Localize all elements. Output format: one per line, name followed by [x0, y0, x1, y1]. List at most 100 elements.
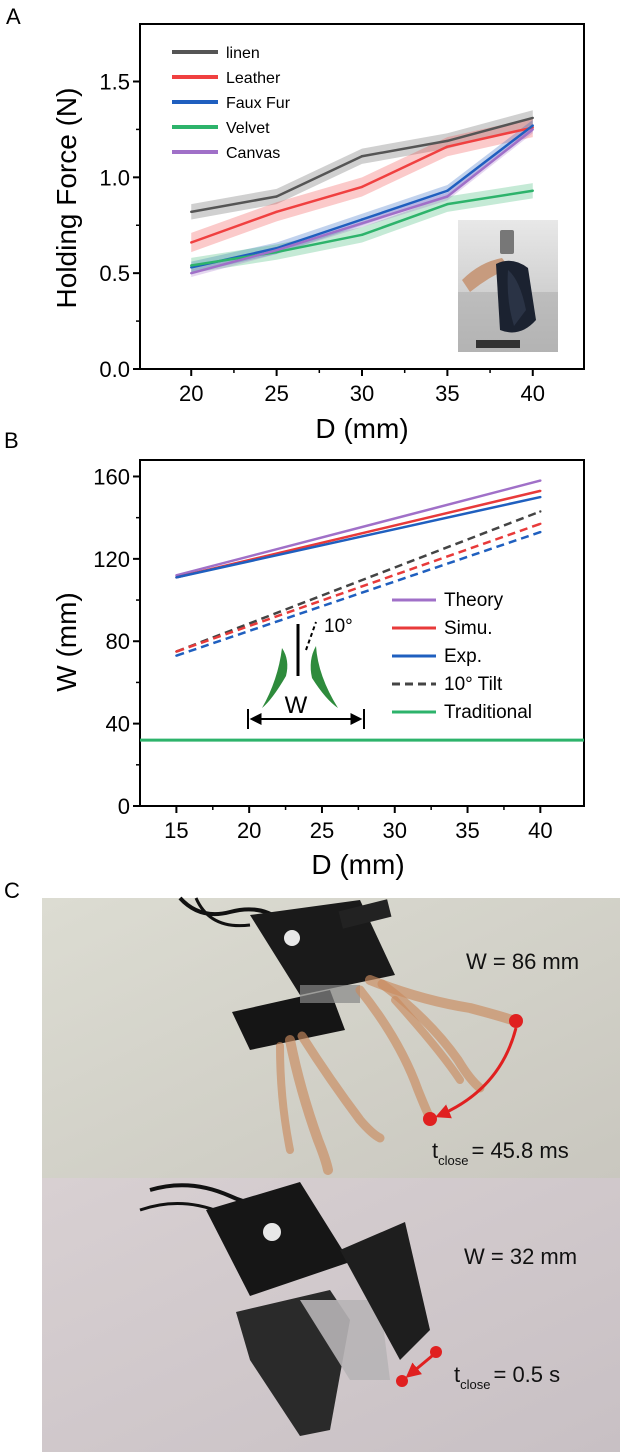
- chart-a: 20 25 30 35 40 0.0 0.5 1.0 1.5 D (mm) Holding Fo…: [51, 23, 585, 444]
- chart-a-ylabel: Holding Force (N): [51, 88, 82, 309]
- point-faux-fur-40: [531, 124, 534, 127]
- xtick-label-40: 40: [521, 381, 545, 406]
- point-exp-40: [539, 495, 542, 499]
- xtick-label-35: 35: [455, 818, 479, 843]
- point-theory-40: [539, 479, 542, 482]
- band-linen: [191, 110, 533, 220]
- photo-bottom: W = 32 mm tclose = 0.5 s: [42, 1178, 620, 1452]
- xtick-label-40: 40: [528, 818, 552, 843]
- point-velvet-30: [360, 233, 364, 237]
- point-faux-fur-20: [190, 266, 193, 269]
- finger-tip-closed-marker: [423, 1112, 437, 1126]
- closing-arc-arrow: [435, 1027, 518, 1119]
- xtick-label-20: 20: [237, 818, 261, 843]
- point-leather-35: [446, 145, 449, 148]
- chart-b-legend: Theory Simu. Exp. 10° Tilt Traditional: [392, 590, 532, 723]
- tilt-angle-label: 10°: [324, 616, 353, 637]
- chart-a-ticks: 20 25 30 35 40 0.0 0.5 1.0 1.5: [99, 70, 545, 407]
- point-linen-30: [360, 155, 364, 158]
- point-canvas-20: [190, 271, 193, 275]
- point-series-4-40: [539, 522, 542, 526]
- point-velvet-20: [190, 264, 193, 267]
- ytick-label-0.0: 0.0: [99, 357, 130, 382]
- chart-b-ylabel: W (mm): [51, 592, 82, 692]
- panel-letter-a: A: [6, 4, 21, 29]
- ytick-label-1.0: 1.0: [99, 165, 130, 190]
- chart-a-lines: [190, 116, 534, 275]
- point-leather-25: [275, 210, 278, 214]
- chart-a-legend: linen Leather Faux Fur Velvet Canvas: [172, 45, 291, 162]
- point-canvas-40: [531, 128, 534, 131]
- ytick-label-1.5: 1.5: [99, 70, 130, 95]
- legend-label-linen: linen: [226, 45, 260, 62]
- point-series-5-15: [175, 654, 178, 657]
- chart-b-ticks: 15 20 25 30 35 40 0 40 80 120 160: [93, 464, 552, 843]
- finger-tip-open-marker-2: [430, 1346, 442, 1358]
- legend-label-canvas: Canvas: [226, 145, 280, 162]
- legend-label-velvet: Velvet: [226, 120, 270, 137]
- point-series-4-15: [175, 650, 178, 653]
- point-linen-20: [190, 210, 193, 214]
- gripper-finger-left: [262, 648, 288, 708]
- chart-b: 15 20 25 30 35 40 0 40 80 120 160 D (mm) W (mm) Th…: [51, 459, 585, 880]
- point-canvas-30: [360, 222, 364, 225]
- chart-b-lines: [140, 479, 584, 742]
- xtick-label-30: 30: [350, 381, 374, 406]
- xtick-label-25: 25: [310, 818, 334, 843]
- point-leather-30: [360, 185, 364, 189]
- gripper-finger-right: [310, 646, 338, 708]
- chart-b-frame: [139, 459, 585, 807]
- legend-label-exp: Exp.: [444, 646, 482, 667]
- chart-a-inset-photo: [458, 220, 558, 352]
- photo-bottom-time-text: tclose = 0.5 s: [454, 1362, 560, 1392]
- point-series-5-40: [539, 530, 542, 534]
- point-velvet-35: [446, 202, 449, 206]
- photo-top-width-text: W = 86 mm: [466, 949, 579, 974]
- ytick-label-120: 120: [93, 547, 130, 572]
- xtick-label-20: 20: [179, 381, 203, 406]
- tilt-line: [305, 621, 317, 651]
- point-leather-20: [190, 241, 193, 244]
- closing-arrow-2: [405, 1354, 433, 1378]
- photo-top-time-text: tclose = 45.8 ms: [432, 1138, 569, 1168]
- point-faux-fur-35: [446, 189, 449, 192]
- xtick-label-15: 15: [164, 818, 188, 843]
- band-canvas: [191, 125, 533, 277]
- panel-letter-c: C: [4, 878, 20, 903]
- photo-bottom-width-text: W = 32 mm: [464, 1244, 577, 1269]
- xtick-label-35: 35: [435, 381, 459, 406]
- legend-label-leather: Leather: [226, 70, 281, 87]
- ytick-label-0: 0: [118, 794, 130, 819]
- point-canvas-25: [275, 248, 278, 252]
- point-theory-15: [175, 574, 178, 577]
- panel-letter-b: B: [4, 428, 19, 453]
- point-velvet-40: [531, 189, 534, 192]
- width-label: W: [285, 692, 308, 719]
- point-simu-40: [539, 489, 542, 493]
- chart-b-inset-schematic: 10° W: [247, 616, 365, 729]
- ytick-label-0.5: 0.5: [99, 261, 130, 286]
- legend-label-traditional: Traditional: [444, 702, 532, 723]
- legend-label-10-tilt: 10° Tilt: [444, 674, 503, 695]
- legend-label-theory: Theory: [444, 590, 504, 611]
- series-line-theory: [176, 479, 541, 577]
- point-10-tilt-40: [539, 510, 542, 513]
- chart-a-xlabel: D (mm): [315, 413, 408, 444]
- ytick-label-160: 160: [93, 464, 130, 489]
- point-canvas-35: [446, 195, 449, 198]
- legend-label-faux-fur: Faux Fur: [226, 95, 291, 112]
- point-faux-fur-30: [360, 218, 364, 221]
- xtick-label-25: 25: [264, 381, 288, 406]
- band-leather: [191, 117, 533, 253]
- xtick-label-30: 30: [383, 818, 407, 843]
- point-linen-25: [275, 195, 278, 198]
- series-line-exp: [176, 495, 541, 579]
- legend-label-simu: Simu.: [444, 618, 493, 639]
- photo-top: W = 86 mm tclose = 45.8 ms: [42, 896, 620, 1178]
- ytick-label-40: 40: [106, 712, 130, 737]
- point-exp-15: [175, 576, 178, 579]
- point-linen-35: [446, 139, 449, 143]
- ytick-label-80: 80: [106, 629, 130, 654]
- finger-tip-closed-marker-2: [396, 1375, 408, 1387]
